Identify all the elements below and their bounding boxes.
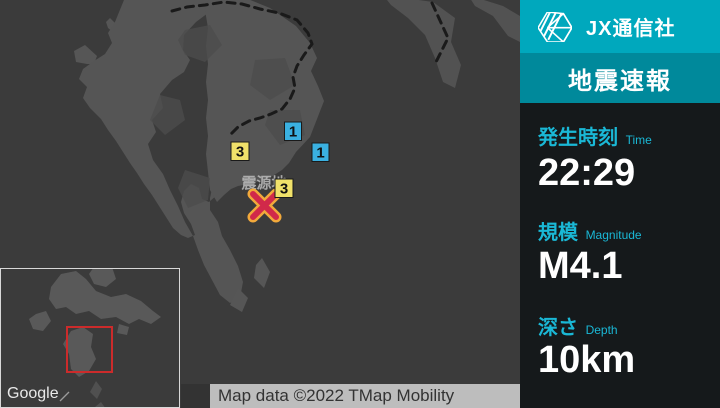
- svg-text:1: 1: [289, 124, 297, 141]
- svg-text:1: 1: [316, 145, 324, 162]
- svg-text:3: 3: [236, 144, 244, 161]
- svg-text:3: 3: [280, 181, 288, 198]
